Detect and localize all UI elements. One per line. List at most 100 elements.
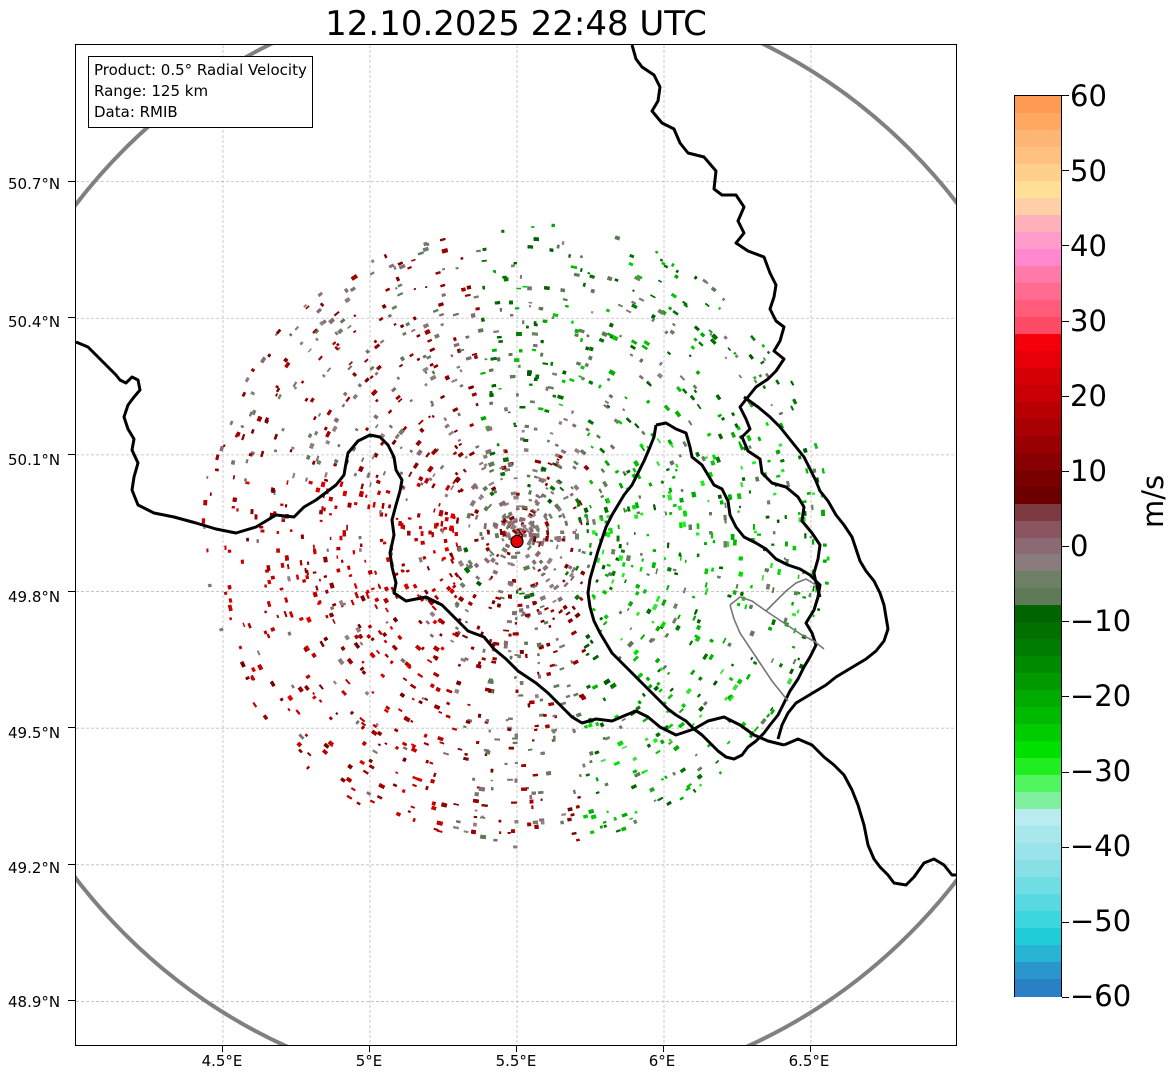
border-luxembourg-east bbox=[783, 737, 956, 887]
colorbar-segment bbox=[1015, 248, 1061, 267]
colorbar-segment bbox=[1015, 945, 1061, 963]
colorbar-segment bbox=[1015, 503, 1061, 522]
colorbar-segment bbox=[1015, 758, 1061, 776]
colorbar-tick-mark bbox=[1062, 470, 1069, 472]
y-tick-label: 49.8°N bbox=[8, 588, 61, 606]
colorbar-segment bbox=[1015, 724, 1061, 742]
colorbar-segment bbox=[1015, 231, 1061, 250]
y-tick-mark bbox=[68, 180, 75, 182]
y-tick-mark bbox=[68, 1000, 75, 1002]
colorbar-segment bbox=[1015, 96, 1061, 114]
colorbar-tick-label: −10 bbox=[1070, 604, 1132, 638]
colorbar-tick-label: −30 bbox=[1070, 754, 1132, 788]
y-tick-mark bbox=[68, 453, 75, 455]
product-info-box: Product: 0.5° Radial Velocity Range: 125… bbox=[88, 56, 313, 128]
colorbar-tick-mark bbox=[1062, 621, 1069, 623]
data-source-label: Data: RMIB bbox=[94, 103, 178, 121]
border-belgium-germany bbox=[630, 45, 822, 598]
colorbar-segment bbox=[1015, 962, 1061, 980]
colorbar-unit-label: m/s bbox=[1136, 474, 1170, 528]
radar-map[interactable] bbox=[75, 44, 957, 1046]
colorbar-segment bbox=[1015, 911, 1061, 929]
border-germany-east-curve bbox=[743, 395, 890, 740]
colorbar-segment bbox=[1015, 639, 1061, 657]
y-tick-label: 50.7°N bbox=[8, 175, 61, 193]
colorbar-segment bbox=[1015, 622, 1061, 640]
radar-site-marker bbox=[510, 534, 524, 549]
x-tick-label: 4.5°E bbox=[201, 1052, 243, 1070]
colorbar-tick-mark bbox=[1062, 771, 1069, 773]
colorbar-segment bbox=[1015, 775, 1061, 793]
x-tick-label: 6.5°E bbox=[788, 1052, 830, 1070]
colorbar-segment bbox=[1015, 265, 1061, 284]
colorbar-tick-mark bbox=[1062, 320, 1069, 322]
colorbar-segment bbox=[1015, 537, 1061, 556]
colorbar-segment bbox=[1015, 741, 1061, 759]
x-tick-mark bbox=[222, 1046, 223, 1052]
colorbar-segment bbox=[1015, 656, 1061, 674]
colorbar-tick-label: −60 bbox=[1070, 979, 1132, 1013]
colorbar-tick-label: 30 bbox=[1070, 304, 1107, 338]
country-borders bbox=[76, 45, 956, 887]
colorbar-segment bbox=[1015, 690, 1061, 708]
colorbar-tick-label: 20 bbox=[1070, 379, 1107, 413]
colorbar-tick-mark bbox=[1062, 696, 1069, 698]
x-tick-mark bbox=[810, 1046, 811, 1052]
x-tick-mark bbox=[369, 1046, 370, 1052]
colorbar-segment bbox=[1015, 401, 1061, 420]
colorbar-segment bbox=[1015, 180, 1061, 199]
velocity-colorbar bbox=[1014, 95, 1062, 997]
colorbar-segment bbox=[1015, 809, 1061, 827]
y-tick-label: 50.1°N bbox=[8, 451, 61, 469]
colorbar-segment bbox=[1015, 129, 1061, 148]
colorbar-segment bbox=[1015, 299, 1061, 318]
colorbar-segment bbox=[1015, 146, 1061, 165]
radar-map-canvas[interactable] bbox=[76, 45, 957, 1046]
colorbar-segment bbox=[1015, 894, 1061, 912]
colorbar-segment bbox=[1015, 163, 1061, 182]
y-tick-mark bbox=[68, 863, 75, 865]
graticule-grid bbox=[76, 45, 956, 1045]
colorbar-segment bbox=[1015, 707, 1061, 725]
colorbar-tick-mark bbox=[1062, 846, 1069, 848]
colorbar-segment bbox=[1015, 435, 1061, 454]
colorbar-tick-label: 40 bbox=[1070, 229, 1107, 263]
border-luxembourg-loop bbox=[586, 421, 822, 761]
colorbar-tick-label: −50 bbox=[1070, 904, 1132, 938]
range-label: Range: 125 km bbox=[94, 82, 209, 100]
x-tick-mark bbox=[516, 1046, 517, 1052]
y-tick-mark bbox=[68, 317, 75, 319]
colorbar-tick-label: −20 bbox=[1070, 679, 1132, 713]
colorbar-segment bbox=[1015, 333, 1061, 352]
colorbar-tick-mark bbox=[1062, 170, 1069, 172]
x-tick-label: 5°E bbox=[355, 1052, 383, 1070]
page-title: 12.10.2025 22:48 UTC bbox=[325, 4, 707, 44]
colorbar-segment bbox=[1015, 588, 1061, 607]
colorbar-segment bbox=[1015, 792, 1061, 810]
y-tick-label: 49.2°N bbox=[8, 859, 61, 877]
colorbar-tick-label: 0 bbox=[1070, 529, 1089, 563]
colorbar-segment bbox=[1015, 928, 1061, 946]
colorbar-segment bbox=[1015, 979, 1061, 997]
colorbar-segment bbox=[1015, 486, 1061, 505]
border-belgium-france-west bbox=[76, 340, 785, 747]
y-tick-label: 50.4°N bbox=[8, 313, 61, 331]
colorbar-segment bbox=[1015, 350, 1061, 369]
y-tick-mark bbox=[68, 590, 75, 592]
colorbar-segment bbox=[1015, 282, 1061, 301]
y-tick-mark bbox=[68, 727, 75, 729]
colorbar-tick-mark bbox=[1062, 921, 1069, 923]
colorbar-segment bbox=[1015, 826, 1061, 844]
y-tick-label: 48.9°N bbox=[8, 993, 61, 1011]
y-tick-label: 49.5°N bbox=[8, 724, 61, 742]
colorbar-segment bbox=[1015, 384, 1061, 403]
colorbar-segment bbox=[1015, 112, 1061, 131]
colorbar-segment bbox=[1015, 673, 1061, 691]
colorbar-segment bbox=[1015, 367, 1061, 386]
colorbar-segment bbox=[1015, 452, 1061, 471]
colorbar-tick-mark bbox=[1062, 395, 1069, 397]
colorbar-segment bbox=[1015, 316, 1061, 335]
colorbar-segment bbox=[1015, 860, 1061, 878]
colorbar-segment bbox=[1015, 469, 1061, 488]
colorbar-tick-mark bbox=[1062, 546, 1069, 547]
